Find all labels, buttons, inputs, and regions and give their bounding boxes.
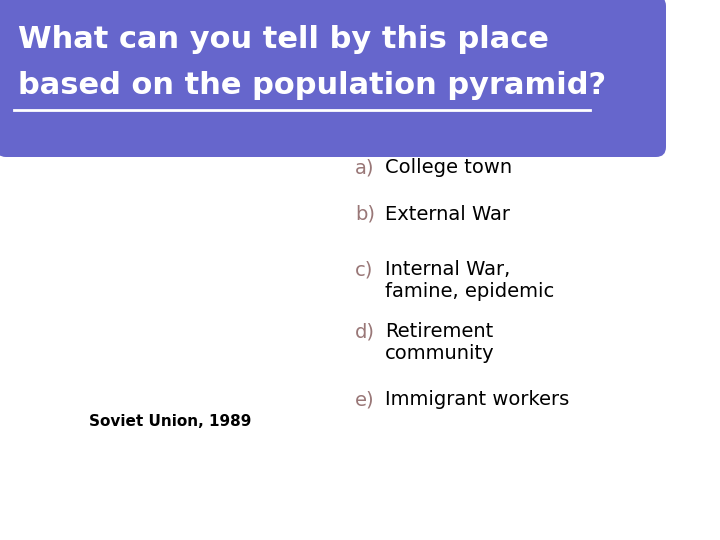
Bar [183, 262, 258, 272]
Bar [96, 285, 183, 294]
Text: d): d) [355, 322, 375, 341]
Bar [183, 273, 264, 282]
Bar [71, 318, 183, 327]
Bar [183, 318, 297, 327]
Bar [183, 285, 258, 294]
Text: a): a) [355, 158, 374, 177]
Bar [96, 341, 183, 350]
Bar [183, 329, 286, 339]
Bar [100, 262, 183, 272]
Bar [183, 251, 249, 260]
Text: Retirement
community: Retirement community [385, 322, 495, 363]
Bar [183, 352, 270, 361]
Bar [109, 251, 183, 260]
Text: Female: Female [91, 147, 116, 153]
Bar [183, 307, 301, 316]
X-axis label: Number: Number [168, 435, 199, 444]
Bar [109, 386, 183, 395]
Bar [183, 217, 215, 226]
Text: Year of Birth: Year of Birth [338, 140, 382, 146]
Bar [120, 239, 183, 249]
Bar [183, 183, 187, 193]
Bar [93, 273, 183, 282]
Bar [103, 374, 183, 383]
Bar [60, 295, 183, 305]
Text: External War: External War [385, 205, 510, 224]
FancyBboxPatch shape [0, 0, 666, 157]
Bar [177, 183, 183, 193]
Bar [183, 206, 202, 215]
Bar [183, 363, 268, 373]
Bar [82, 329, 183, 339]
Bar [156, 206, 183, 215]
Bar [183, 239, 239, 249]
Text: b): b) [355, 205, 375, 224]
Text: Immigrant workers: Immigrant workers [385, 390, 570, 409]
Bar [100, 363, 183, 373]
Bar [66, 307, 183, 316]
Bar [183, 172, 185, 181]
Bar [130, 228, 183, 238]
Bar [183, 341, 272, 350]
Bar [183, 295, 295, 305]
Text: What can you tell by this place: What can you tell by this place [18, 25, 549, 55]
Bar [183, 228, 228, 238]
Bar [98, 352, 183, 361]
Text: based on the population pyramid?: based on the population pyramid? [18, 71, 606, 99]
Bar [183, 194, 193, 204]
Text: Age: Age [36, 147, 50, 153]
Text: Internal War,
famine, epidemic: Internal War, famine, epidemic [385, 260, 554, 301]
Bar [183, 386, 260, 395]
Bar [143, 217, 183, 226]
Bar [169, 194, 183, 204]
Text: e): e) [355, 390, 374, 409]
Text: College town: College town [385, 158, 512, 177]
Bar [181, 172, 183, 181]
Text: c): c) [355, 260, 374, 279]
Text: Male: Male [228, 147, 245, 153]
Bar [183, 374, 264, 383]
Text: Soviet Union, 1989: Soviet Union, 1989 [89, 415, 251, 429]
